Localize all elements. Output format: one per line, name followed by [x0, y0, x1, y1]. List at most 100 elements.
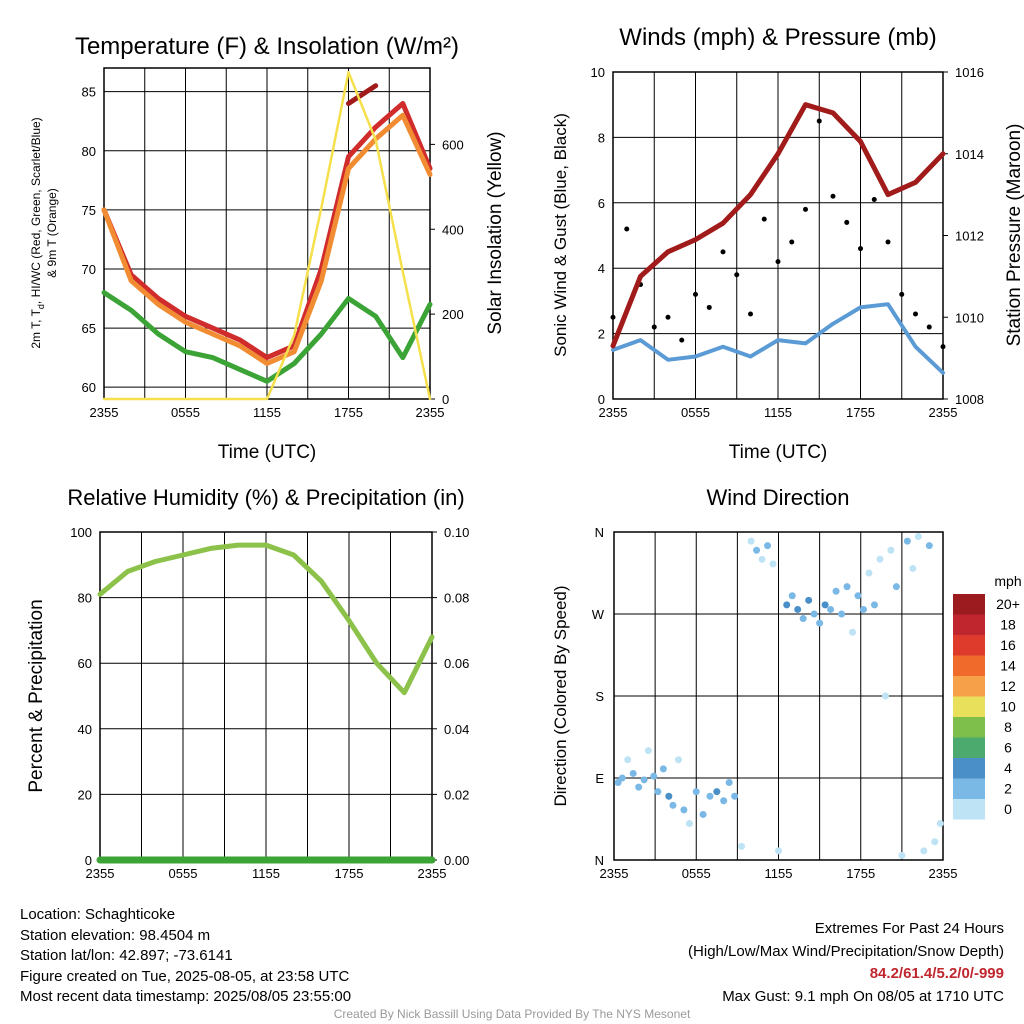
direction-point	[865, 569, 873, 577]
y2-tick-label: 200	[442, 307, 464, 322]
x-tick-label: 2355	[90, 405, 119, 420]
direction-point	[816, 619, 824, 627]
y2-tick-label: 0.02	[444, 787, 469, 802]
direction-point	[725, 779, 733, 787]
direction-point	[931, 838, 939, 846]
direction-point	[827, 605, 835, 613]
pressure-line	[610, 102, 946, 349]
direction-point	[832, 587, 840, 595]
direction-point	[914, 533, 922, 541]
humidity-precip-chart: 2355 0555 1155 1755 23550204060801000.000.02…	[26, 485, 469, 881]
chart-title: Winds (mph) & Pressure (mb)	[619, 24, 936, 51]
direction-point	[635, 783, 643, 791]
colorbar-swatch	[953, 676, 985, 697]
direction-point	[680, 806, 688, 814]
recent-data-text: Most recent data timestamp: 2025/08/05 2…	[20, 988, 352, 1005]
direction-point	[849, 628, 857, 636]
colorbar-swatch	[953, 594, 985, 615]
direction-point	[640, 776, 648, 784]
direction-point	[881, 692, 889, 700]
direction-point	[876, 555, 884, 563]
x-tick-label: 0555	[681, 405, 710, 420]
y-tick-label: 85	[82, 85, 96, 100]
chart-title: Wind Direction	[706, 485, 849, 510]
direction-point	[903, 537, 911, 545]
colorbar-swatch	[953, 758, 985, 779]
gust-point	[844, 219, 850, 225]
latlon-text: Station lat/lon: 42.897; -73.6141	[20, 947, 233, 964]
direction-point	[737, 842, 745, 850]
x-tick-label: 1155	[765, 866, 793, 881]
y-axis-label: 2m T, Td, HI/WC (Red, Green, Scarlet/Blu…	[29, 117, 46, 348]
direction-point	[898, 851, 906, 859]
gust-point	[706, 304, 712, 310]
gust-point	[651, 324, 657, 330]
gust-point	[734, 272, 740, 278]
direction-point	[665, 792, 673, 800]
y-tick-label: 70	[82, 262, 96, 277]
direction-point	[838, 610, 846, 618]
gust-point	[789, 239, 795, 245]
y-tick-label: S	[595, 689, 604, 704]
direction-point	[799, 615, 807, 623]
colorbar-swatch	[953, 655, 985, 676]
colorbar-label: 6	[1004, 740, 1012, 756]
location-text: Location: Schaghticoke	[20, 906, 176, 923]
extremes-values: 84.2/61.4/5.2/0/-999	[869, 965, 1004, 982]
y-axis-label-2: & 9m T (Orange)	[45, 188, 59, 278]
credit-text: Created By Nick Bassill Using Data Provi…	[333, 1007, 691, 1021]
x-tick-label: 1755	[334, 405, 363, 420]
y2-tick-label: 0.04	[444, 722, 469, 737]
gust-point	[816, 118, 822, 124]
direction-point	[669, 801, 677, 809]
x-axis-label: Time (UTC)	[729, 442, 828, 463]
y-tick-label: 60	[78, 656, 92, 671]
direction-point	[614, 779, 622, 787]
colorbar-swatch	[953, 737, 985, 758]
direction-point	[747, 537, 755, 545]
colorbar-swatch	[953, 778, 985, 799]
plot-border	[613, 531, 944, 861]
y2-tick-label: 600	[442, 137, 464, 152]
colorbar-label: 12	[1000, 678, 1016, 694]
gust-point	[679, 337, 685, 343]
direction-point	[854, 592, 862, 600]
direction-point	[925, 542, 933, 550]
y-tick-label: 20	[78, 787, 92, 802]
series-line-4	[102, 70, 432, 401]
gust-point	[610, 314, 616, 320]
y-tick-label: E	[595, 771, 604, 786]
y2-tick-label: 0.06	[444, 656, 469, 671]
direction-point	[783, 601, 791, 609]
direction-point	[753, 546, 761, 554]
y2-tick-label: 1014	[955, 147, 984, 162]
series-line-0	[101, 101, 433, 361]
y-axis-label: Percent & Precipitation	[26, 599, 47, 792]
y-tick-label: 2	[598, 327, 605, 342]
extremes-legend: (High/Low/Max Wind/Precipitation/Snow De…	[688, 942, 1004, 960]
y-tick-label: N	[595, 853, 604, 868]
direction-point	[731, 792, 739, 800]
x-tick-label: 1755	[846, 866, 875, 881]
direction-point	[644, 747, 652, 755]
gust-point	[720, 249, 726, 255]
gust-point	[803, 206, 808, 212]
direction-point	[936, 820, 944, 828]
y2-tick-label: 1016	[955, 65, 984, 80]
gust-point	[913, 311, 918, 317]
colorbar-label: 14	[1000, 658, 1016, 674]
chart-title: Relative Humidity (%) & Precipitation (i…	[67, 485, 464, 510]
series-line-3	[346, 83, 379, 106]
direction-point	[650, 772, 658, 780]
y-tick-label: 10	[591, 65, 605, 80]
y-tick-label: N	[595, 525, 604, 540]
y2-tick-label: 0.08	[444, 591, 469, 606]
direction-point	[821, 601, 829, 609]
y-tick-label: 65	[82, 321, 96, 336]
y2-tick-label: 0.10	[444, 525, 469, 540]
direction-point	[629, 769, 637, 777]
y-tick-label: 80	[82, 144, 96, 159]
x-tick-label: 1155	[764, 405, 792, 420]
